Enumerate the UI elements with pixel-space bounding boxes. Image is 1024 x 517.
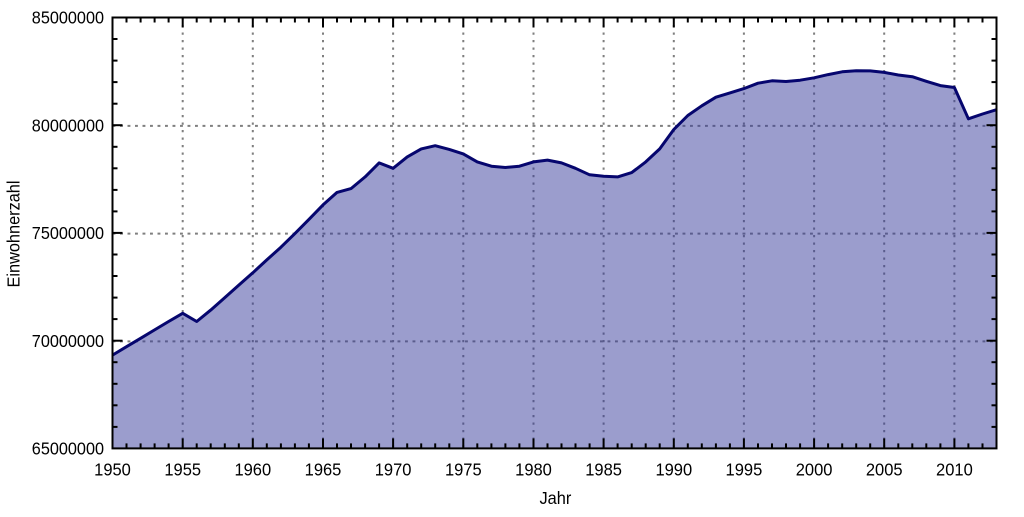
svg-text:2010: 2010 (936, 460, 973, 480)
svg-text:Jahr: Jahr (540, 488, 572, 508)
svg-text:85000000: 85000000 (32, 8, 104, 28)
svg-text:1960: 1960 (234, 460, 271, 480)
svg-text:1975: 1975 (445, 460, 482, 480)
svg-text:1995: 1995 (726, 460, 763, 480)
svg-text:1950: 1950 (94, 460, 131, 480)
svg-text:1990: 1990 (655, 460, 692, 480)
svg-text:1965: 1965 (305, 460, 342, 480)
svg-text:1955: 1955 (164, 460, 201, 480)
svg-text:2005: 2005 (866, 460, 903, 480)
svg-text:1980: 1980 (515, 460, 552, 480)
svg-text:1985: 1985 (585, 460, 622, 480)
svg-text:80000000: 80000000 (32, 115, 104, 135)
svg-text:75000000: 75000000 (32, 223, 104, 243)
svg-text:2000: 2000 (796, 460, 833, 480)
svg-text:Einwohnerzahl: Einwohnerzahl (4, 181, 24, 288)
svg-text:70000000: 70000000 (32, 331, 104, 351)
svg-text:65000000: 65000000 (32, 439, 104, 459)
svg-text:1970: 1970 (375, 460, 412, 480)
